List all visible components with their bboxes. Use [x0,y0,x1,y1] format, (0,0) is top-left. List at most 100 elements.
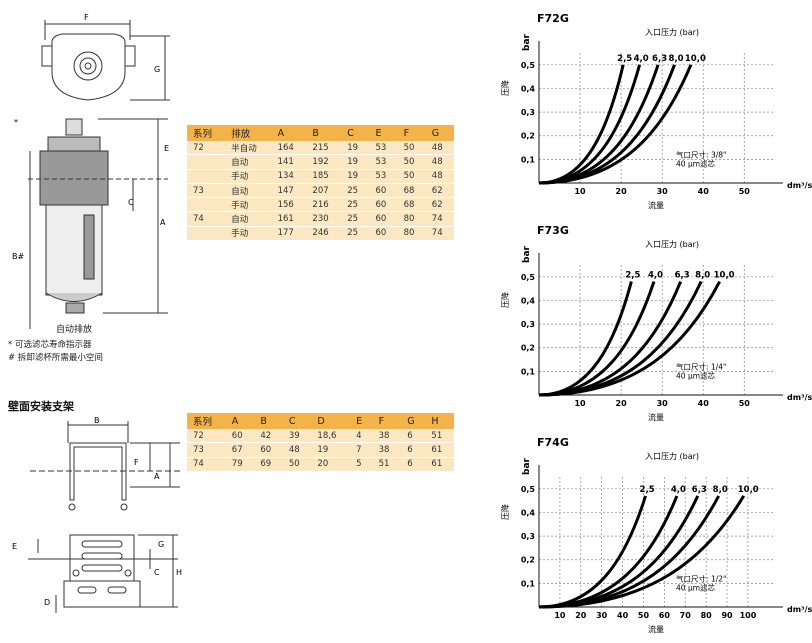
bracket-dimension-table: 系列 A B C D E F G H 72 60 42 39 18,6 4 38 6 51 73 6… [187,413,454,472]
table-cell: 50 [397,141,426,156]
y-tick-label: 0,3 [521,108,535,117]
col-header: G [401,413,426,429]
table-cell: 50 [282,457,312,472]
table-cell: 60 [369,183,398,199]
series-label: 8,0 [695,271,710,281]
series-label: 10,0 [685,54,706,64]
port-size-annotation: 气口尺寸: 3/8" [676,149,726,159]
table-cell: 61 [425,457,454,472]
x-tick-label: 50 [638,611,650,620]
x-tick-label: 20 [616,399,628,408]
table-row: 74 79 69 50 20 5 51 6 61 [187,457,454,472]
table-cell [187,226,226,242]
bracket-dim-f: F [134,458,139,467]
col-header: G [425,125,454,141]
table-cell: 192 [306,154,342,170]
y-tick-label: 0,3 [521,320,535,329]
table-cell: 38 [372,442,402,458]
series-line [538,280,721,397]
x-tick-label: 90 [721,611,733,620]
note-clearance: # 拆卸滤杯所需最小空间 [8,353,103,363]
series-label: 6,3 [652,54,667,64]
filter-side-view-drawing: * E C A B# [12,118,169,329]
table-cell: 手动 [225,226,272,242]
table-cell: 39 [282,429,312,444]
col-header: A [225,413,255,429]
table-cell: 68 [397,183,426,199]
table-cell: 20 [311,457,351,472]
table-cell: 4 [350,429,373,444]
x-tick-label: 50 [739,187,751,196]
series-label: 8,0 [713,485,728,495]
table-cell: 141 [271,154,307,170]
series-line [538,64,642,185]
table-header-row: 系列 A B C D E F G H [187,413,454,429]
table-cell [187,197,226,213]
col-header: B [306,125,342,141]
table-cell: 156 [271,197,307,213]
bracket-section-title: 壁面安装支架 [8,400,74,413]
table-cell: 自动 [225,183,272,199]
table-cell [187,169,226,184]
port-size-annotation: 40 μm滤芯 [676,582,716,592]
table-cell: 5 [350,457,373,472]
port-size-annotation: 40 μm滤芯 [676,158,716,168]
bracket-dim-g: G [158,540,164,549]
table-cell: 69 [254,457,283,472]
table-cell: 42 [254,429,283,444]
table-cell: 48 [282,442,312,458]
star-marker: * [14,118,18,127]
col-header: 排放 [225,125,272,141]
dim-f-label: F [84,13,89,22]
table-cell: 80 [397,226,426,242]
series-label: 10,0 [714,271,735,281]
table-cell: 19 [341,169,370,184]
table-cell: 72 [187,141,226,156]
chart-title: F74G [537,436,569,449]
chart-f74g: F74G 入口压力 (bar) 10 20 30 40 50 60 70 80 90 100 0,1 0,… [500,436,812,634]
table-row: 72 半自动 164 215 19 53 50 48 [187,141,454,156]
table-cell: 74 [187,211,226,227]
x-tick-label: 100 [740,611,757,620]
x-axis-label: 流量 [648,624,664,634]
chart-f73g: F73G 入口压力 (bar) 10 20 30 40 50 0,1 0,2 0,3 0,4 0,5 d… [500,224,812,422]
chart-f72g: F72G 入口压力 (bar) 10 20 30 40 50 0,1 0,2 0,3 0,4 0,5 d… [500,12,812,210]
auto-drain-caption: 自动排放 [56,325,93,335]
table-cell: 62 [425,183,454,199]
table-cell: 48 [425,154,454,170]
table-row: 73 自动 147 207 25 60 68 62 [187,183,454,199]
table-cell: 215 [306,141,342,156]
table-cell: 手动 [225,169,272,184]
table-cell: 60 [369,226,398,242]
table-cell: 73 [187,442,226,458]
bracket-dim-h: H [176,568,182,577]
chart-subtitle: 入口压力 (bar) [645,451,699,461]
chart-subtitle: 入口压力 (bar) [645,239,699,249]
table-cell: 6 [401,442,426,458]
y-unit-label: bar [522,33,532,51]
col-header: C [341,125,370,141]
series-line [538,64,660,185]
col-header: C [282,413,312,429]
table-cell: 7 [350,442,373,458]
y-tick-label: 0,1 [521,155,536,164]
series-line [538,64,693,185]
filter-dimension-table: 系列 排放 A B C E F G 72 半自动 164 215 19 53 50 48 自动 1… [187,125,454,242]
x-axis-label: 流量 [648,200,664,210]
table-cell: 80 [397,211,426,227]
x-tick-label: 10 [574,187,586,196]
table-cell: 53 [369,141,398,156]
chart-grid [539,477,773,607]
table-cell: 38 [372,429,402,444]
chart-title: F72G [537,12,569,25]
y-tick-label: 0,5 [521,485,536,494]
col-header: H [425,413,454,429]
y-axis-label: 压降 [500,504,510,520]
x-tick-label: 20 [575,611,587,620]
x-tick-label: 40 [698,399,710,408]
x-axis-label: 流量 [648,412,664,422]
bracket-dim-a: A [154,472,160,481]
y-axis-label: 压降 [500,80,510,96]
x-tick-label: 60 [659,611,671,620]
x-tick-label: 30 [657,399,669,408]
